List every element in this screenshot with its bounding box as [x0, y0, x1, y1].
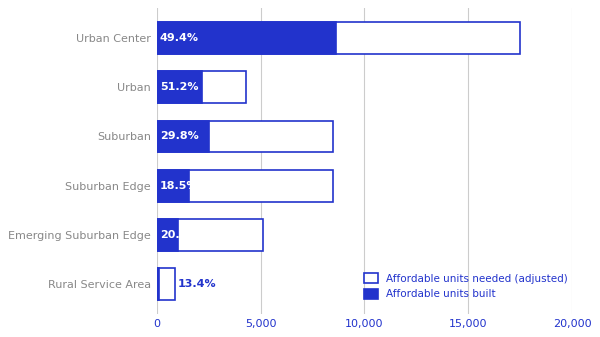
- Text: 20.5%: 20.5%: [160, 230, 198, 240]
- Legend: Affordable units needed (adjusted), Affordable units built: Affordable units needed (adjusted), Affo…: [361, 270, 571, 303]
- Bar: [157, 219, 178, 251]
- Bar: [157, 170, 190, 202]
- Text: 51.2%: 51.2%: [160, 82, 198, 92]
- Bar: [157, 268, 175, 300]
- Bar: [157, 219, 263, 251]
- Text: 18.5%: 18.5%: [160, 181, 198, 191]
- Bar: [157, 268, 159, 300]
- Bar: [157, 170, 334, 202]
- Text: 49.4%: 49.4%: [160, 33, 199, 43]
- Bar: [157, 71, 246, 103]
- Bar: [157, 71, 202, 103]
- Bar: [157, 121, 209, 152]
- Bar: [157, 22, 520, 54]
- Bar: [157, 121, 334, 152]
- Text: 29.8%: 29.8%: [160, 131, 199, 142]
- Bar: [157, 22, 337, 54]
- Text: 13.4%: 13.4%: [178, 279, 216, 289]
